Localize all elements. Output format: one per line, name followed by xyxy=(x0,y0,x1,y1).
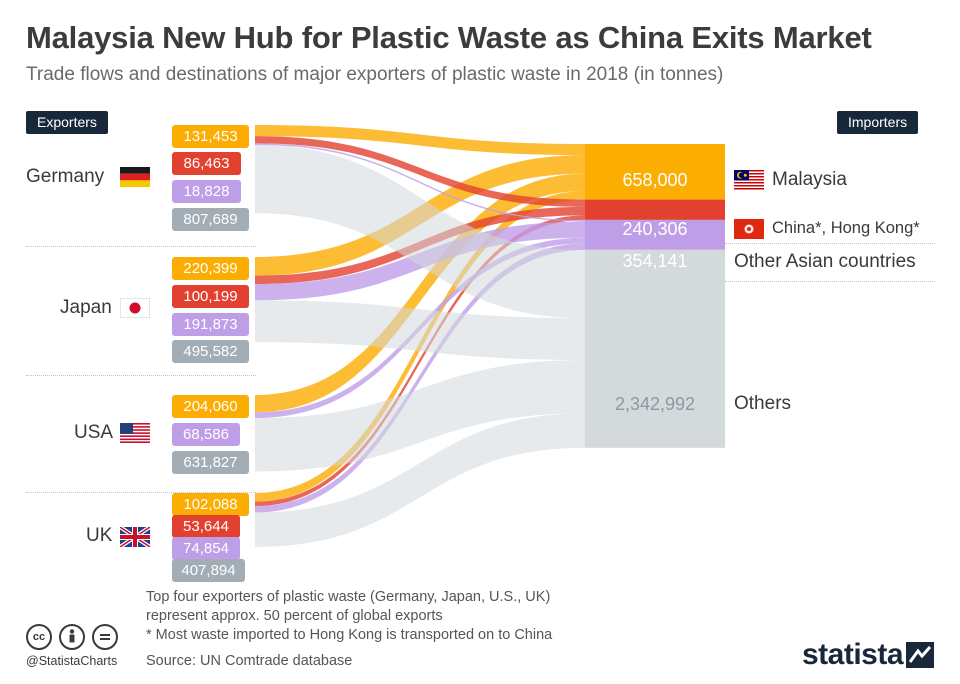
exporter-name-germany: Germany xyxy=(26,166,105,187)
uk-other-asian-value: 74,854 xyxy=(172,537,240,560)
germany-china-value: 86,463 xyxy=(172,152,241,175)
exporter-name-usa: USA xyxy=(74,422,114,443)
flow-germany-malaysia xyxy=(255,125,585,156)
japan-others-value: 495,582 xyxy=(172,340,249,363)
chart-title: Malaysia New Hub for Plastic Waste as Ch… xyxy=(26,20,872,55)
others-total: 2,342,992 xyxy=(614,394,696,414)
germany-flag xyxy=(120,167,150,187)
importer-bar-china-hong-kong xyxy=(585,199,725,220)
exporter-name-japan: Japan xyxy=(60,297,112,318)
note-line-2: represent approx. 50 percent of global e… xyxy=(146,608,443,624)
importer-divider xyxy=(725,281,935,282)
importer-bars xyxy=(585,144,725,448)
importer-label-china-hk: China*, Hong Kong* xyxy=(772,219,920,237)
note-line-3: * Most waste imported to Hong Kong is tr… xyxy=(146,627,553,643)
importer-label-malaysia: Malaysia xyxy=(772,169,847,190)
chart-subtitle: Trade flows and destinations of major ex… xyxy=(26,64,724,85)
flow-usa-malaysia xyxy=(255,173,585,413)
importers-tag: Importers xyxy=(837,111,919,134)
uk-malaysia-value: 102,088 xyxy=(172,493,249,516)
uk-china-value: 53,644 xyxy=(172,515,240,538)
flow-uk-china-hong-kong xyxy=(255,215,585,507)
china-hk-total: 240,306 xyxy=(622,219,688,239)
usa-malaysia-value: 204,060 xyxy=(172,395,249,418)
japan-other-asian-value: 191,873 xyxy=(172,313,249,336)
importer-label-others: Others xyxy=(734,393,792,414)
japan-china-value: 100,199 xyxy=(172,285,249,308)
exporters-tag: Exporters xyxy=(26,111,108,134)
uk-flag xyxy=(120,527,150,547)
usa-other-asian-value: 68,586 xyxy=(172,423,240,446)
statista-logo-icon xyxy=(906,642,934,668)
hong-kong-flag xyxy=(734,219,764,239)
divider xyxy=(26,375,256,376)
flow-uk-other-asian-countries xyxy=(255,243,585,513)
importer-bar-others xyxy=(585,249,725,448)
note-line-1: Top four exporters of plastic waste (Ger… xyxy=(146,589,551,605)
flow-usa-others xyxy=(255,359,585,472)
importer-bar-other-asian-countries xyxy=(585,219,725,250)
flow-germany-others xyxy=(255,145,585,319)
japan-malaysia-value: 220,399 xyxy=(172,257,249,280)
flow-japan-others xyxy=(255,300,585,360)
importer-label-other-asian: Other Asian countries xyxy=(734,251,916,272)
usa-others-value: 631,827 xyxy=(172,451,249,474)
usa-flag xyxy=(120,423,150,443)
malaysia-total: 658,000 xyxy=(622,170,688,190)
germany-other-asian-value: 18,828 xyxy=(172,180,241,203)
by-icon[interactable] xyxy=(59,624,85,650)
importer-divider xyxy=(725,243,935,244)
flow-germany-other-asian-countries xyxy=(255,143,585,222)
germany-malaysia-value: 131,453 xyxy=(172,125,249,148)
divider xyxy=(26,492,256,493)
importer-bar-malaysia xyxy=(585,144,725,200)
nd-icon[interactable] xyxy=(92,624,118,650)
divider xyxy=(26,246,256,247)
flow-layer xyxy=(255,125,585,547)
flow-uk-others xyxy=(255,413,585,547)
other-asian-total: 354,141 xyxy=(622,251,688,271)
statista-logo[interactable]: statista xyxy=(802,638,904,671)
germany-others-value: 807,689 xyxy=(172,208,249,231)
cc-icon[interactable]: cc xyxy=(26,624,52,650)
source-note: Source: UN Comtrade database xyxy=(146,653,353,669)
statista-handle[interactable]: @StatistaCharts xyxy=(26,654,118,668)
malaysia-flag xyxy=(734,170,764,190)
japan-flag xyxy=(120,298,150,318)
uk-others-value: 407,894 xyxy=(172,559,245,582)
exporter-name-uk: UK xyxy=(86,525,113,546)
flow-germany-china-hong-kong xyxy=(255,136,585,207)
